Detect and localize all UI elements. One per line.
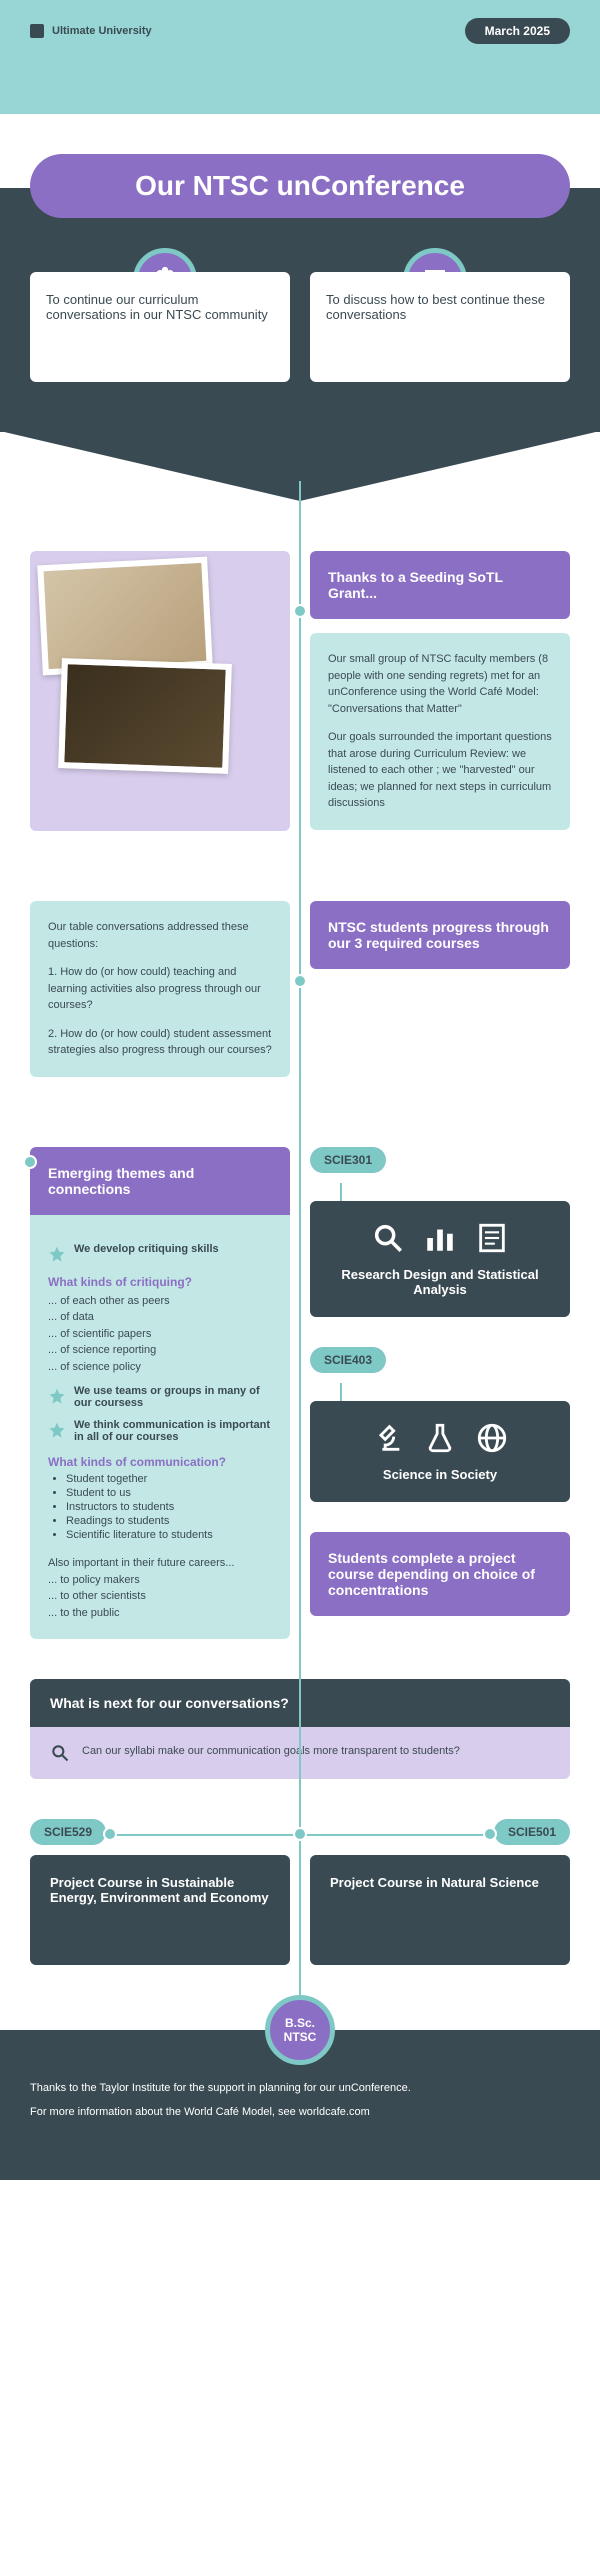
search-icon bbox=[371, 1221, 405, 1255]
also-item: ... to policy makers bbox=[48, 1572, 272, 1589]
scie403-card: Science in Society bbox=[310, 1401, 570, 1502]
microscope-icon bbox=[371, 1421, 405, 1455]
questions-card: Our table conversations addressed these … bbox=[30, 901, 290, 1077]
crit-item: ... of data bbox=[48, 1309, 272, 1326]
intro-card-right: To discuss how to best continue these co… bbox=[310, 272, 570, 382]
grant-para2: Our goals surrounded the important quest… bbox=[328, 729, 552, 812]
scie529-card: Project Course in Sustainable Energy, En… bbox=[30, 1855, 290, 1965]
question-2: 2. How do (or how could) student assessm… bbox=[48, 1026, 272, 1059]
theme-star3: We think communication is important in a… bbox=[74, 1419, 272, 1443]
timeline: Thanks to a Seeding SoTL Grant... Our sm… bbox=[0, 551, 600, 1639]
comm-item: Readings to students bbox=[66, 1515, 272, 1527]
comm-item: Student together bbox=[66, 1473, 272, 1485]
crit-item: ... of science policy bbox=[48, 1359, 272, 1376]
scie301-card: Research Design and Statistical Analysis bbox=[310, 1201, 570, 1317]
progress-heading: NTSC students progress through our 3 req… bbox=[310, 901, 570, 969]
star-icon bbox=[48, 1245, 66, 1263]
scie403-pill: SCIE403 bbox=[310, 1347, 386, 1373]
globe-icon bbox=[475, 1421, 509, 1455]
page-title: Our NTSC unConference bbox=[30, 154, 570, 218]
project-note: Students complete a project course depen… bbox=[310, 1532, 570, 1616]
date-pill: March 2025 bbox=[465, 18, 570, 44]
university-name: Ultimate University bbox=[52, 25, 152, 37]
theme-star2: We use teams or groups in many of our co… bbox=[74, 1385, 272, 1409]
theme-also: Also important in their future careers..… bbox=[48, 1555, 272, 1572]
theme-sub2: What kinds of communication? bbox=[48, 1455, 272, 1469]
scie529-pill: SCIE529 bbox=[30, 1819, 106, 1845]
photos-card bbox=[30, 551, 290, 831]
crit-item: ... of science reporting bbox=[48, 1342, 272, 1359]
document-icon bbox=[475, 1221, 509, 1255]
also-item: ... to other scientists bbox=[48, 1588, 272, 1605]
comm-item: Instructors to students bbox=[66, 1501, 272, 1513]
question-1: 1. How do (or how could) teaching and le… bbox=[48, 964, 272, 1014]
intro-card-left: To continue our curriculum conversations… bbox=[30, 272, 290, 382]
star-icon bbox=[48, 1387, 66, 1405]
chart-icon bbox=[423, 1221, 457, 1255]
flask-icon bbox=[423, 1421, 457, 1455]
comm-item: Scientific literature to students bbox=[66, 1529, 272, 1541]
scie501-card: Project Course in Natural Science bbox=[310, 1855, 570, 1965]
grant-heading: Thanks to a Seeding SoTL Grant... bbox=[310, 551, 570, 619]
themes-heading: Emerging themes and connections bbox=[30, 1147, 290, 1215]
grant-body: Our small group of NTSC faculty members … bbox=[310, 633, 570, 830]
header: Ultimate University March 2025 bbox=[0, 0, 600, 114]
star-icon bbox=[48, 1421, 66, 1439]
photo-2 bbox=[58, 658, 232, 774]
next-body: Can our syllabi make our communication g… bbox=[82, 1743, 460, 1760]
footer-line2: For more information about the World Caf… bbox=[30, 2106, 570, 2118]
also-item: ... to the public bbox=[48, 1605, 272, 1622]
theme-star1: We develop critiquing skills bbox=[74, 1243, 219, 1263]
theme-sub1: What kinds of critiquing? bbox=[48, 1275, 272, 1289]
search-icon bbox=[50, 1743, 70, 1763]
questions-intro: Our table conversations addressed these … bbox=[48, 919, 272, 952]
logo: Ultimate University bbox=[30, 24, 152, 38]
grant-para1: Our small group of NTSC faculty members … bbox=[328, 651, 552, 717]
scie301-title: Research Design and Statistical Analysis bbox=[330, 1267, 550, 1297]
comm-item: Student to us bbox=[66, 1487, 272, 1499]
scie403-title: Science in Society bbox=[330, 1467, 550, 1482]
themes-body: We develop critiquing skills What kinds … bbox=[30, 1215, 290, 1640]
crit-item: ... of each other as peers bbox=[48, 1293, 272, 1310]
bsc-badge: B.Sc. NTSC bbox=[265, 1995, 335, 2065]
scie501-pill: SCIE501 bbox=[494, 1819, 570, 1845]
scie301-pill: SCIE301 bbox=[310, 1147, 386, 1173]
footer-line1: Thanks to the Taylor Institute for the s… bbox=[30, 2082, 570, 2094]
crit-item: ... of scientific papers bbox=[48, 1326, 272, 1343]
